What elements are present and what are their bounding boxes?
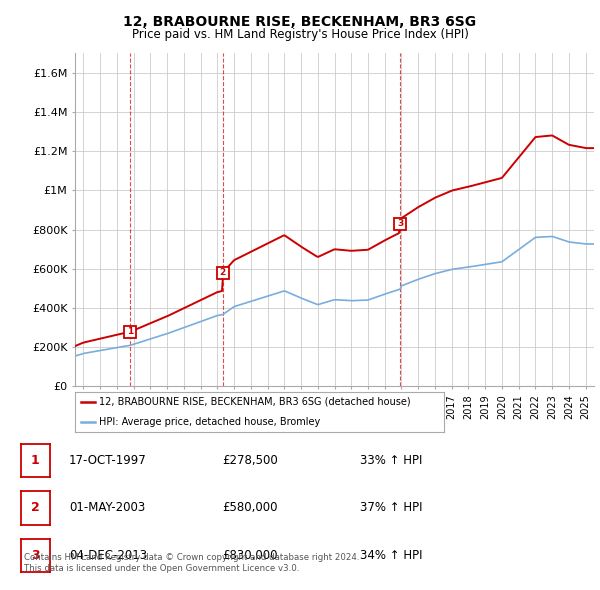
Text: 33% ↑ HPI: 33% ↑ HPI	[360, 454, 422, 467]
Text: 37% ↑ HPI: 37% ↑ HPI	[360, 502, 422, 514]
Text: 34% ↑ HPI: 34% ↑ HPI	[360, 549, 422, 562]
Text: 3: 3	[397, 219, 403, 228]
Text: Contains HM Land Registry data © Crown copyright and database right 2024.
This d: Contains HM Land Registry data © Crown c…	[24, 553, 359, 573]
Text: 2: 2	[220, 268, 226, 277]
Text: 12, BRABOURNE RISE, BECKENHAM, BR3 6SG: 12, BRABOURNE RISE, BECKENHAM, BR3 6SG	[124, 15, 476, 29]
Text: 2: 2	[31, 502, 40, 514]
Text: 01-MAY-2003: 01-MAY-2003	[69, 502, 145, 514]
Text: 1: 1	[31, 454, 40, 467]
Text: 17-OCT-1997: 17-OCT-1997	[69, 454, 147, 467]
Text: 3: 3	[31, 549, 40, 562]
Text: 12, BRABOURNE RISE, BECKENHAM, BR3 6SG (detached house): 12, BRABOURNE RISE, BECKENHAM, BR3 6SG (…	[99, 397, 410, 407]
Text: £580,000: £580,000	[222, 502, 277, 514]
Text: £830,000: £830,000	[222, 549, 277, 562]
Text: 1: 1	[127, 327, 133, 336]
Text: 04-DEC-2013: 04-DEC-2013	[69, 549, 147, 562]
Text: HPI: Average price, detached house, Bromley: HPI: Average price, detached house, Brom…	[99, 417, 320, 427]
Text: £278,500: £278,500	[222, 454, 278, 467]
Text: Price paid vs. HM Land Registry's House Price Index (HPI): Price paid vs. HM Land Registry's House …	[131, 28, 469, 41]
